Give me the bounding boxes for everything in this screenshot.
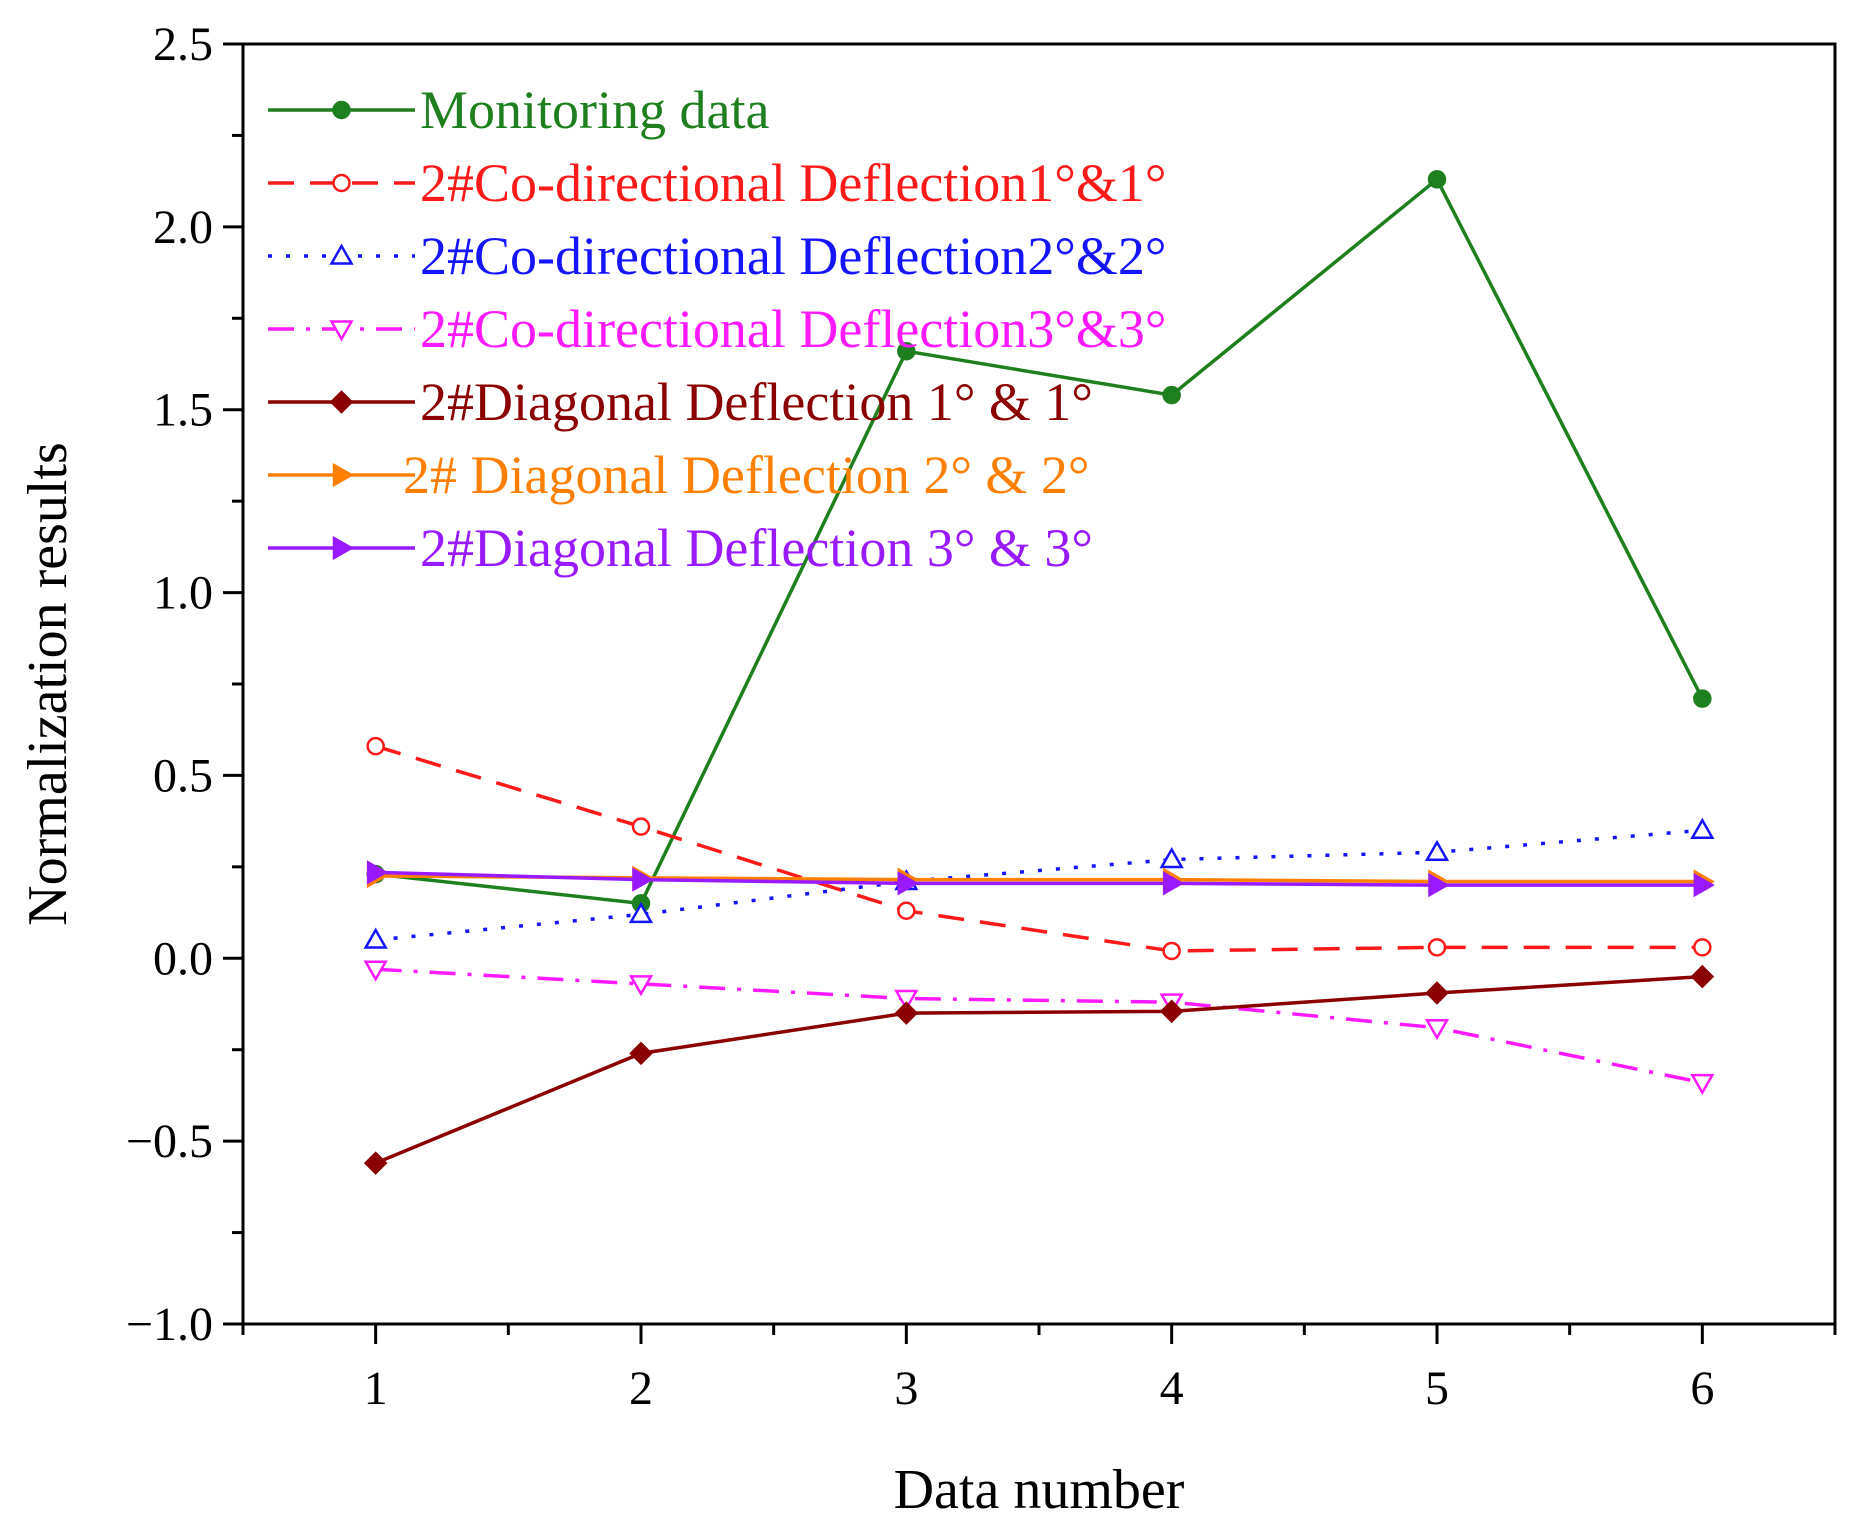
legend-marker (332, 462, 355, 488)
x-axis: 1 2 3 4 5 6 (241, 1324, 1837, 1415)
y-axis: −1.0 −0.5 0.0 0.5 1.0 1.5 2.0 2.5 (126, 18, 243, 1351)
data-point (894, 989, 919, 1012)
legend-marker (329, 390, 354, 414)
y-tick-label: 2.5 (153, 18, 213, 71)
y-tick-label: 1.5 (153, 384, 213, 437)
data-point (897, 901, 916, 920)
data-point (894, 1001, 919, 1025)
y-tick-label: 2.0 (153, 201, 213, 254)
data-point (897, 871, 919, 896)
data-point (1162, 941, 1181, 961)
x-tick-label: 1 (364, 1362, 388, 1415)
data-point (1690, 964, 1715, 989)
data-point (1162, 871, 1185, 896)
series-line (374, 974, 1703, 1165)
legend-marker (332, 173, 351, 193)
legend-entry: 2# Diagonal Deflection 2° & 2° (268, 445, 1090, 505)
x-tick-label: 3 (894, 1362, 918, 1415)
legend-marker (332, 535, 355, 561)
legend-marker (332, 100, 351, 120)
legend-label: 2#Diagonal Deflection 1° & 1° (420, 372, 1093, 432)
legend-marker (329, 243, 354, 265)
legend-label: 2#Co-directional Deflection3°&3° (420, 299, 1166, 359)
legend-label: Monitoring data (420, 80, 769, 140)
data-point (1427, 170, 1447, 189)
data-point (632, 867, 654, 892)
legend-label: 2# Diagonal Deflection 2° & 2° (403, 445, 1090, 505)
data-point (1425, 981, 1449, 1005)
data-point (1693, 689, 1712, 708)
x-tick-label: 2 (629, 1362, 653, 1415)
legend-label: 2#Co-directional Deflection2°&2° (420, 226, 1166, 286)
legend-entry: 2#Co-directional Deflection3°&3° (268, 299, 1166, 359)
data-point (363, 927, 388, 949)
data-point (1690, 817, 1715, 840)
series-7 (366, 860, 1715, 898)
data-point (629, 1041, 653, 1066)
data-point (1162, 385, 1181, 405)
series-layer (363, 170, 1715, 1175)
series-line (375, 828, 1703, 942)
data-point (628, 901, 654, 924)
series-5 (363, 964, 1715, 1175)
data-point (1424, 1019, 1450, 1041)
x-axis-title: Data number (894, 1459, 1185, 1521)
y-tick-label: 0.5 (153, 749, 213, 802)
data-point (363, 1151, 388, 1175)
series-2 (366, 736, 1712, 961)
data-point (1159, 999, 1184, 1024)
legend-entry: 2#Co-directional Deflection1°&1° (268, 153, 1166, 213)
series-4 (363, 960, 1715, 1096)
data-point (1159, 847, 1184, 869)
series-line (375, 967, 1703, 1085)
x-tick-label: 6 (1690, 1362, 1714, 1415)
series-line (375, 744, 1703, 953)
y-tick-label: −1.0 (126, 1298, 213, 1351)
data-point (897, 341, 916, 361)
data-point (1428, 872, 1450, 898)
legend: Monitoring data 2#Co-directional Deflecti… (268, 80, 1166, 578)
data-point (631, 817, 651, 836)
data-point (366, 860, 389, 885)
data-point (1690, 1073, 1715, 1096)
series-line (375, 870, 1703, 887)
data-point (366, 736, 385, 756)
data-point (1424, 839, 1450, 861)
y-tick-label: 0.0 (153, 932, 213, 985)
legend-entry: 2#Diagonal Deflection 1° & 1° (268, 372, 1093, 432)
legend-label: 2#Co-directional Deflection1°&1° (420, 153, 1166, 213)
legend-marker (329, 320, 354, 342)
y-tick-label: 1.0 (153, 567, 213, 620)
series-line (375, 176, 1704, 906)
legend-label: 2#Diagonal Deflection 3° & 3° (420, 518, 1093, 578)
y-axis-title: Normalization results (17, 442, 79, 926)
data-point (1427, 938, 1447, 957)
y-tick-label: −0.5 (126, 1115, 213, 1168)
data-point (628, 975, 654, 997)
data-point (1693, 872, 1715, 898)
legend-entry: 2#Co-directional Deflection2°&2° (268, 226, 1166, 286)
x-tick-label: 5 (1425, 1362, 1449, 1415)
legend-entry: Monitoring data (268, 80, 769, 140)
data-point (363, 960, 388, 982)
x-tick-label: 4 (1160, 1362, 1184, 1415)
data-point (1693, 938, 1712, 957)
legend-entry: 2#Diagonal Deflection 3° & 3° (268, 518, 1093, 578)
